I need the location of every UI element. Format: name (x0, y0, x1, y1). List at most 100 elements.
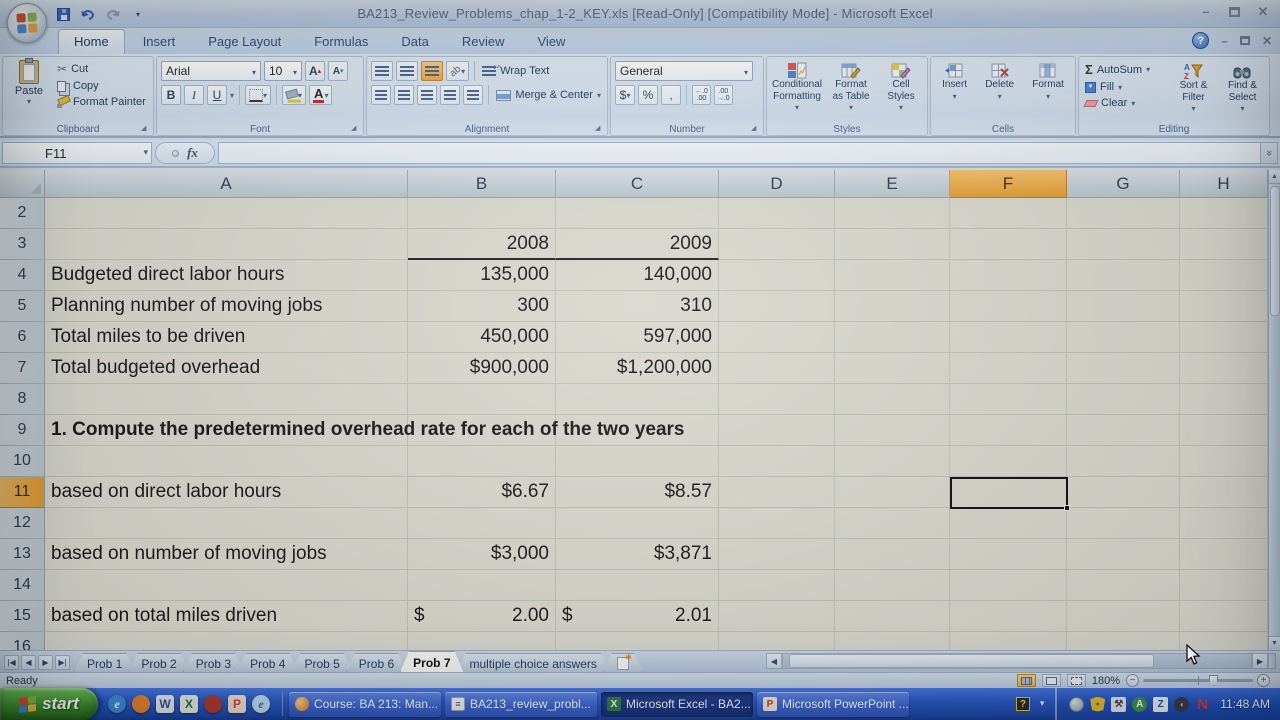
cell-D4[interactable] (719, 260, 835, 291)
page-break-view-button[interactable] (1066, 674, 1086, 687)
cell-H15[interactable] (1180, 601, 1268, 632)
cell-H12[interactable] (1180, 508, 1268, 539)
tray-icon-z-app[interactable] (1153, 696, 1169, 712)
cell-C4[interactable]: 140,000 (556, 260, 719, 291)
cell-D14[interactable] (719, 570, 835, 601)
cell-F5[interactable] (950, 291, 1067, 322)
browser-icon[interactable]: e (252, 695, 270, 713)
align-right-button[interactable] (417, 85, 438, 105)
cell-D2[interactable] (719, 198, 835, 229)
cell-F6[interactable] (950, 322, 1067, 353)
cell-F15[interactable] (950, 601, 1067, 632)
ribbon-tab-home[interactable]: Home (58, 29, 125, 54)
cell-D8[interactable] (719, 384, 835, 415)
cell-D12[interactable] (719, 508, 835, 539)
cell-G9[interactable] (1067, 415, 1180, 446)
restore-button[interactable] (1229, 6, 1240, 17)
cell-H11[interactable] (1180, 477, 1268, 508)
cell-E7[interactable] (835, 353, 950, 384)
percent-style-button[interactable]: % (638, 85, 658, 105)
cell-H6[interactable] (1180, 322, 1268, 353)
cell-E10[interactable] (835, 446, 950, 477)
fill-handle[interactable] (1064, 505, 1070, 511)
cell-F2[interactable] (950, 198, 1067, 229)
minimize-button[interactable] (1199, 5, 1213, 18)
cell-H3[interactable] (1180, 229, 1268, 260)
previous-sheet-button[interactable] (21, 655, 36, 670)
cell-F9[interactable] (950, 415, 1067, 446)
zoom-out-button[interactable]: − (1126, 674, 1139, 687)
cell-E8[interactable] (835, 384, 950, 415)
cell-G15[interactable] (1067, 601, 1180, 632)
clear-button[interactable]: Clear (1083, 95, 1167, 111)
cell-E16[interactable] (835, 632, 950, 650)
row-header-7[interactable]: 7 (0, 353, 45, 384)
autosum-button[interactable]: Σ AutoSum (1083, 60, 1167, 79)
horizontal-scrollbar[interactable] (766, 652, 1276, 670)
cell-A13[interactable]: based on number of moving jobs (45, 539, 408, 570)
help-tray-icon[interactable] (1015, 697, 1030, 711)
cell-B3[interactable]: 2008 (408, 229, 556, 260)
horizontal-scroll-track[interactable] (782, 653, 1252, 669)
cell-D7[interactable] (719, 353, 835, 384)
row-header-2[interactable]: 2 (0, 198, 45, 229)
clipboard-dialog-launcher[interactable] (141, 124, 151, 134)
cell-H13[interactable] (1180, 539, 1268, 570)
row-header-14[interactable]: 14 (0, 570, 45, 601)
cell-C9[interactable] (556, 415, 719, 446)
row-header-8[interactable]: 8 (0, 384, 45, 415)
zoom-slider-thumb[interactable] (1209, 675, 1218, 686)
sheet-tab-prob-1[interactable]: Prob 1 (74, 653, 135, 672)
cell-B4[interactable]: 135,000 (408, 260, 556, 291)
paste-button[interactable]: Paste (7, 58, 51, 110)
tray-icon-green-a[interactable] (1132, 696, 1148, 712)
cell-D9[interactable] (719, 415, 835, 446)
cell-C10[interactable] (556, 446, 719, 477)
accounting-format-button[interactable]: $ (615, 85, 635, 105)
tray-icon-wrench[interactable] (1111, 696, 1127, 712)
ribbon-tab-review[interactable]: Review (461, 34, 505, 49)
tray-icon-shield[interactable] (1090, 696, 1106, 712)
close-button[interactable] (1256, 5, 1270, 18)
vertical-scroll-thumb[interactable] (1269, 186, 1280, 316)
row-header-6[interactable]: 6 (0, 322, 45, 353)
italic-button[interactable]: I (184, 85, 204, 105)
cell-C5[interactable]: 310 (556, 291, 719, 322)
cell-E15[interactable] (835, 601, 950, 632)
page-layout-view-button[interactable] (1041, 674, 1061, 687)
zoom-level[interactable]: 180% (1091, 674, 1120, 687)
cell-F4[interactable] (950, 260, 1067, 291)
column-header-c[interactable]: C (556, 170, 719, 198)
fill-button[interactable]: Fill (1083, 79, 1167, 95)
cell-G3[interactable] (1067, 229, 1180, 260)
grow-font-button[interactable]: A ▴ (305, 61, 326, 81)
cell-G7[interactable] (1067, 353, 1180, 384)
cell-F7[interactable] (950, 353, 1067, 384)
cell-F10[interactable] (950, 446, 1067, 477)
cell-E9[interactable] (835, 415, 950, 446)
delete-cells-button[interactable]: Delete (983, 60, 1016, 104)
cell-C8[interactable] (556, 384, 719, 415)
cell-B8[interactable] (408, 384, 556, 415)
decrease-decimal-button[interactable]: .00 →.0 (713, 85, 733, 105)
scroll-up-button[interactable] (1268, 170, 1280, 184)
name-box[interactable]: F11 (2, 142, 152, 164)
cell-E14[interactable] (835, 570, 950, 601)
cell-H10[interactable] (1180, 446, 1268, 477)
cell-B7[interactable]: $900,000 (408, 353, 556, 384)
cell-D10[interactable] (719, 446, 835, 477)
cell-H16[interactable] (1180, 632, 1268, 650)
cell-C11[interactable]: $8.57 (556, 477, 719, 508)
cell-B12[interactable] (408, 508, 556, 539)
increase-indent-button[interactable] (463, 85, 484, 105)
column-header-f[interactable]: F (950, 170, 1067, 198)
cell-F8[interactable] (950, 384, 1067, 415)
cell-D16[interactable] (719, 632, 835, 650)
merge-center-button[interactable]: Merge & Center (494, 87, 603, 103)
cell-G13[interactable] (1067, 539, 1180, 570)
row-header-12[interactable]: 12 (0, 508, 45, 539)
cell-H9[interactable] (1180, 415, 1268, 446)
cell-B11[interactable]: $6.67 (408, 477, 556, 508)
last-sheet-button[interactable] (55, 655, 70, 670)
